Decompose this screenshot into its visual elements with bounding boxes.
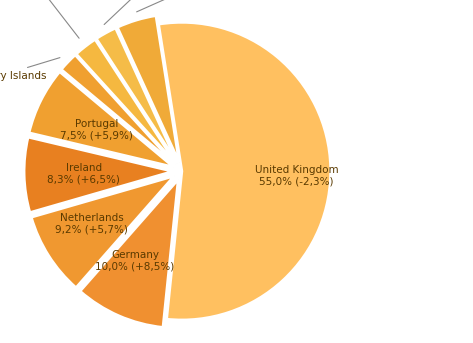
Wedge shape bbox=[29, 72, 174, 167]
Text: Portugal
7,5% (+5,9%): Portugal 7,5% (+5,9%) bbox=[60, 119, 133, 141]
Text: Spain and Canary Islands
2,2% (-9,6%): Spain and Canary Islands 2,2% (-9,6%) bbox=[0, 58, 60, 93]
Wedge shape bbox=[61, 55, 175, 165]
Text: United Kingdom
55,0% (-2,3%): United Kingdom 55,0% (-2,3%) bbox=[254, 165, 338, 187]
Text: France
2,6% (+14,7%): France 2,6% (+14,7%) bbox=[0, 0, 79, 38]
Wedge shape bbox=[80, 179, 178, 328]
Text: Belgium
2,4% (+6,0%): Belgium 2,4% (+6,0%) bbox=[104, 0, 233, 24]
Wedge shape bbox=[117, 15, 179, 163]
Wedge shape bbox=[24, 137, 173, 213]
Wedge shape bbox=[76, 39, 176, 164]
Wedge shape bbox=[96, 28, 177, 163]
Text: Others
4,4% (-1,2): Others 4,4% (-1,2) bbox=[137, 0, 327, 12]
Wedge shape bbox=[158, 22, 331, 320]
Wedge shape bbox=[31, 176, 174, 288]
Text: Ireland
8,3% (+6,5%): Ireland 8,3% (+6,5%) bbox=[47, 163, 120, 184]
Text: Germany
10,0% (+8,5%): Germany 10,0% (+8,5%) bbox=[96, 250, 175, 272]
Text: Netherlands
9,2% (+5,7%): Netherlands 9,2% (+5,7%) bbox=[55, 213, 128, 235]
